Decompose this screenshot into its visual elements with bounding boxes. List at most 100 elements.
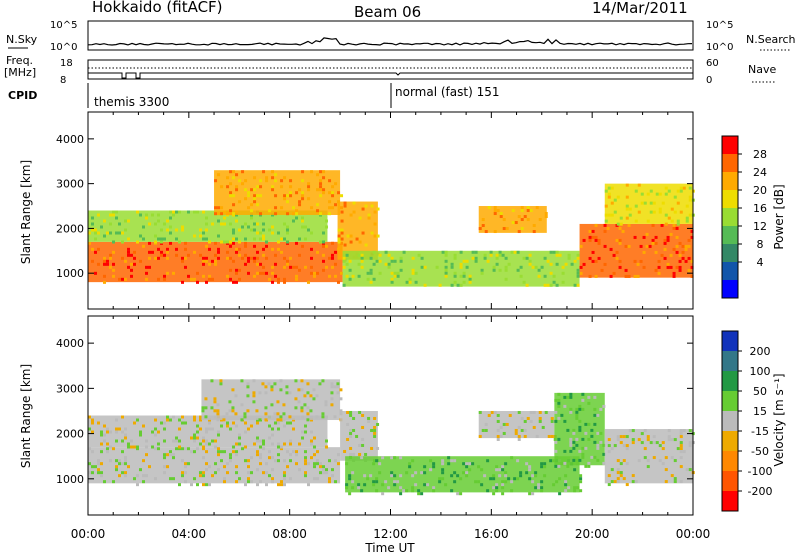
data-pixel xyxy=(262,237,265,241)
data-pixel xyxy=(187,253,190,257)
data-pixel xyxy=(262,170,266,174)
data-pixel xyxy=(549,283,553,287)
data-pixel xyxy=(214,253,217,257)
data-pixel xyxy=(331,191,335,195)
data-pixel xyxy=(685,204,689,208)
data-pixel xyxy=(208,427,211,431)
data-pixel xyxy=(310,439,313,443)
data-pixel xyxy=(493,410,497,414)
data-pixel xyxy=(593,440,597,444)
data-pixel xyxy=(357,274,361,278)
data-pixel xyxy=(529,410,533,414)
data-pixel xyxy=(280,185,284,189)
data-pixel xyxy=(514,431,518,435)
data-pixel xyxy=(259,262,262,266)
data-pixel xyxy=(557,401,561,405)
data-pixel xyxy=(328,256,331,260)
data-pixel xyxy=(622,444,626,448)
data-pixel xyxy=(222,418,226,422)
data-pixel xyxy=(133,445,136,449)
data-pixel xyxy=(346,422,350,426)
data-pixel xyxy=(133,262,136,266)
data-pixel xyxy=(687,244,691,248)
data-pixel xyxy=(360,256,364,260)
data-pixel xyxy=(148,222,151,226)
data-pixel xyxy=(235,450,238,454)
data-pixel xyxy=(681,244,685,248)
data-pixel xyxy=(217,256,220,260)
data-pixel xyxy=(259,271,262,275)
data-pixel xyxy=(481,428,485,432)
nsky-panel: N.Sky 10^5 10^0 10^5 10^0 N.Search xyxy=(6,20,796,53)
data-pixel xyxy=(283,459,286,463)
data-pixel xyxy=(307,188,311,192)
data-pixel xyxy=(322,468,325,472)
data-pixel xyxy=(661,201,665,205)
data-pixel xyxy=(277,442,280,446)
data-pixel xyxy=(387,265,391,269)
data-pixel xyxy=(584,422,588,426)
data-pixel xyxy=(480,268,484,272)
data-pixel xyxy=(682,429,686,433)
data-pixel xyxy=(319,179,323,183)
colorbar-swatch xyxy=(722,208,738,227)
data-pixel xyxy=(618,226,622,230)
data-pixel xyxy=(219,382,223,386)
data-pixel xyxy=(625,444,629,448)
data-pixel xyxy=(646,459,650,463)
data-pixel xyxy=(205,462,208,466)
data-pixel xyxy=(88,447,91,451)
data-pixel xyxy=(646,438,650,442)
data-pixel xyxy=(330,385,334,389)
data-pixel xyxy=(390,271,394,275)
data-pixel xyxy=(91,418,94,422)
data-pixel xyxy=(100,430,103,434)
data-pixel xyxy=(214,212,218,216)
data-pixel xyxy=(477,480,481,484)
data-pixel xyxy=(283,280,286,284)
data-pixel xyxy=(489,250,493,254)
data-pixel xyxy=(273,382,277,386)
data-pixel xyxy=(625,462,629,466)
data-pixel xyxy=(576,268,580,272)
data-pixel xyxy=(339,397,343,401)
data-pixel xyxy=(274,179,278,183)
data-pixel xyxy=(301,197,305,201)
data-pixel xyxy=(679,210,683,214)
data-pixel xyxy=(88,415,91,419)
data-pixel xyxy=(286,231,289,235)
data-pixel xyxy=(569,395,573,399)
data-pixel xyxy=(563,449,567,453)
data-pixel xyxy=(607,474,611,478)
data-pixel xyxy=(675,244,679,248)
data-pixel xyxy=(208,483,211,487)
data-pixel xyxy=(154,433,157,437)
data-pixel xyxy=(639,244,643,248)
data-pixel xyxy=(557,392,561,396)
data-pixel xyxy=(202,474,205,478)
data-pixel xyxy=(253,200,257,204)
data-pixel xyxy=(563,461,567,465)
data-pixel xyxy=(566,464,570,468)
data-pixel xyxy=(160,237,163,241)
data-pixel xyxy=(349,434,353,438)
data-pixel xyxy=(349,234,353,238)
data-pixel xyxy=(447,462,451,466)
data-pixel xyxy=(618,265,622,269)
data-pixel xyxy=(342,256,346,260)
data-pixel xyxy=(127,445,130,449)
data-pixel xyxy=(247,225,250,229)
data-pixel xyxy=(625,435,629,439)
data-pixel xyxy=(286,200,290,204)
data-pixel xyxy=(97,213,100,217)
data-pixel xyxy=(259,231,262,235)
data-pixel xyxy=(259,462,262,466)
data-pixel xyxy=(271,427,274,431)
data-pixel xyxy=(298,203,302,207)
data-pixel xyxy=(124,219,127,223)
data-pixel xyxy=(310,256,313,260)
data-pixel xyxy=(349,428,353,432)
data-pixel xyxy=(301,179,305,183)
data-pixel xyxy=(655,192,659,196)
data-pixel xyxy=(307,462,310,466)
